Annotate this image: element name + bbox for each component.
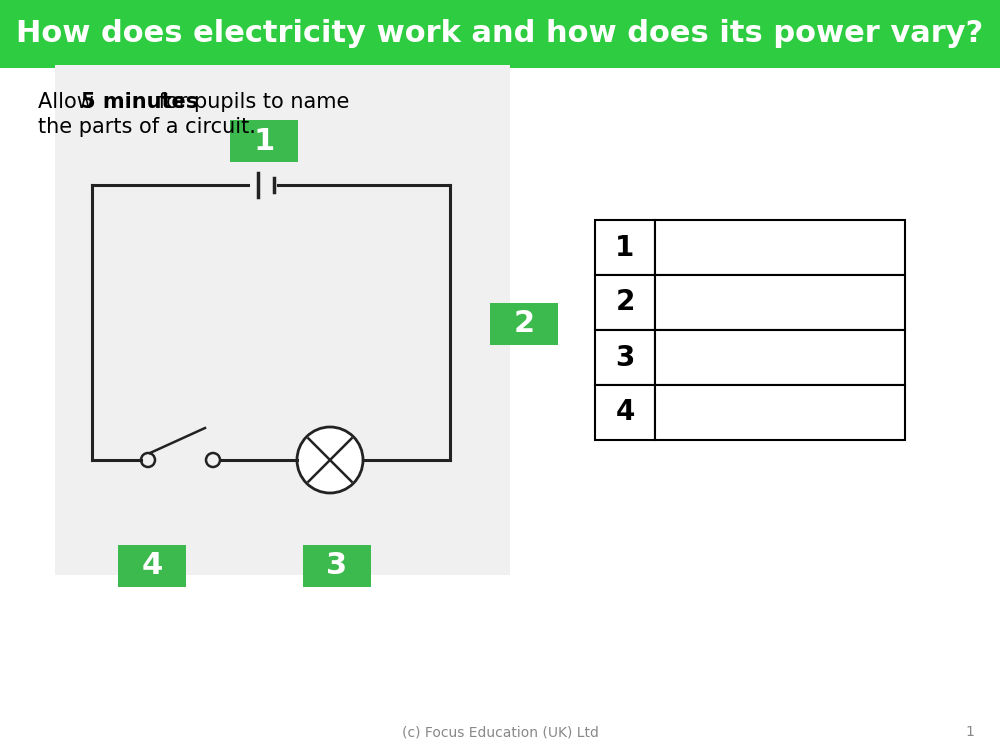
Bar bbox=[595, 330, 655, 385]
Circle shape bbox=[297, 427, 363, 493]
Text: 3: 3 bbox=[615, 344, 635, 371]
Bar bbox=[230, 120, 298, 162]
Text: 4: 4 bbox=[141, 551, 163, 580]
Bar bbox=[595, 275, 655, 330]
Text: Allow: Allow bbox=[38, 92, 100, 112]
Text: 1: 1 bbox=[253, 127, 275, 155]
Text: 1: 1 bbox=[966, 725, 974, 739]
Bar bbox=[655, 275, 905, 330]
Text: 1: 1 bbox=[615, 233, 635, 262]
Bar bbox=[595, 385, 655, 440]
Text: 2: 2 bbox=[615, 289, 635, 316]
Bar bbox=[0, 0, 1000, 68]
Bar bbox=[655, 330, 905, 385]
Bar bbox=[55, 65, 510, 575]
Bar bbox=[303, 545, 371, 587]
Bar bbox=[595, 220, 655, 275]
Text: 5 minutes: 5 minutes bbox=[81, 92, 198, 112]
Text: 4: 4 bbox=[615, 398, 635, 427]
Bar bbox=[655, 220, 905, 275]
Text: for pupils to name: for pupils to name bbox=[152, 92, 349, 112]
Bar bbox=[118, 545, 186, 587]
Bar bbox=[490, 303, 558, 345]
Text: How does electricity work and how does its power vary?: How does electricity work and how does i… bbox=[16, 20, 984, 49]
Bar bbox=[655, 385, 905, 440]
Text: (c) Focus Education (UK) Ltd: (c) Focus Education (UK) Ltd bbox=[402, 725, 598, 739]
Text: the parts of a circuit.: the parts of a circuit. bbox=[38, 117, 256, 137]
Text: 2: 2 bbox=[513, 310, 535, 338]
Text: 3: 3 bbox=[326, 551, 348, 580]
